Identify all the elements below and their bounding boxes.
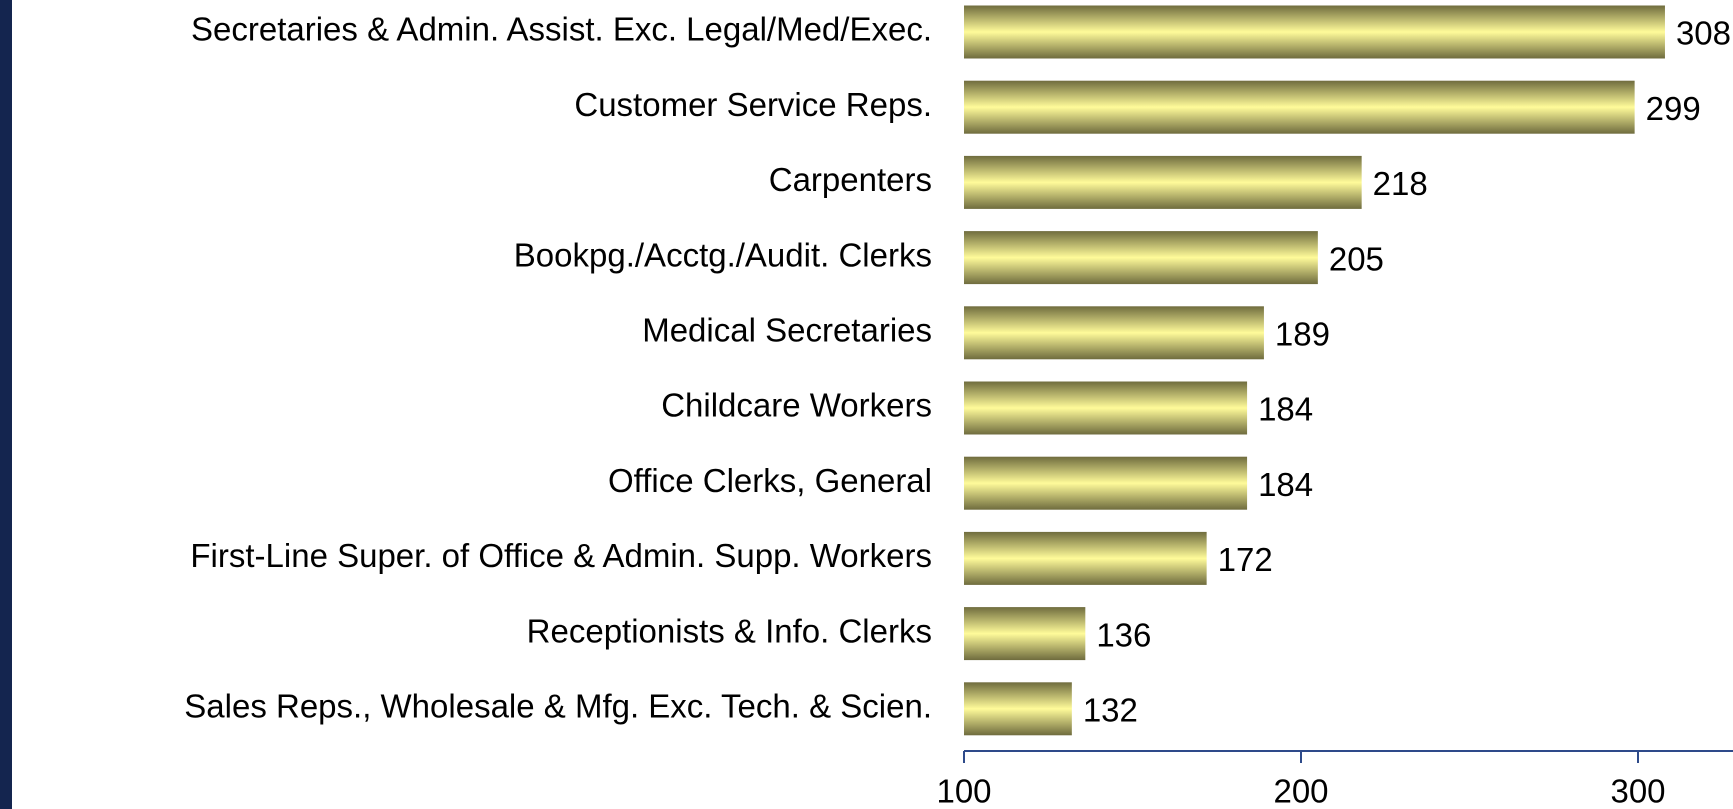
bar [964,306,1264,360]
value-label: 218 [1373,165,1428,202]
bar [964,682,1072,736]
bar [964,155,1362,209]
value-label: 132 [1083,692,1138,729]
value-label: 189 [1275,316,1330,353]
y-tick-label: Secretaries & Admin. Assist. Exc. Legal/… [191,11,932,48]
y-tick-label: Receptionists & Info. Clerks [527,612,932,649]
value-label: 136 [1096,616,1151,653]
y-tick-label: Office Clerks, General [608,462,932,499]
x-tick-label: 100 [936,773,991,809]
value-label: 299 [1646,90,1701,127]
value-label: 184 [1258,466,1313,503]
x-tick-label: 200 [1273,773,1328,809]
x-tick-label: 300 [1610,773,1665,809]
y-tick-label: Sales Reps., Wholesale & Mfg. Exc. Tech.… [184,688,932,725]
bar [964,531,1207,585]
bar [964,607,1086,661]
y-tick-label: Childcare Workers [661,387,932,424]
value-label: 308 [1676,15,1731,52]
side-strip [0,0,12,809]
value-label: 172 [1218,541,1273,578]
bar [964,456,1248,510]
y-tick-label: Customer Service Reps. [574,86,932,123]
value-label: 184 [1258,391,1313,428]
y-tick-label: First-Line Super. of Office & Admin. Sup… [190,537,932,574]
value-label: 205 [1329,240,1384,277]
bar [964,381,1248,435]
bar [964,80,1635,134]
bar [964,5,1665,59]
y-tick-label: Bookpg./Acctg./Audit. Clerks [514,236,932,273]
bar [964,231,1318,285]
y-tick-label: Medical Secretaries [642,312,932,349]
y-tick-label: Carpenters [769,161,932,198]
